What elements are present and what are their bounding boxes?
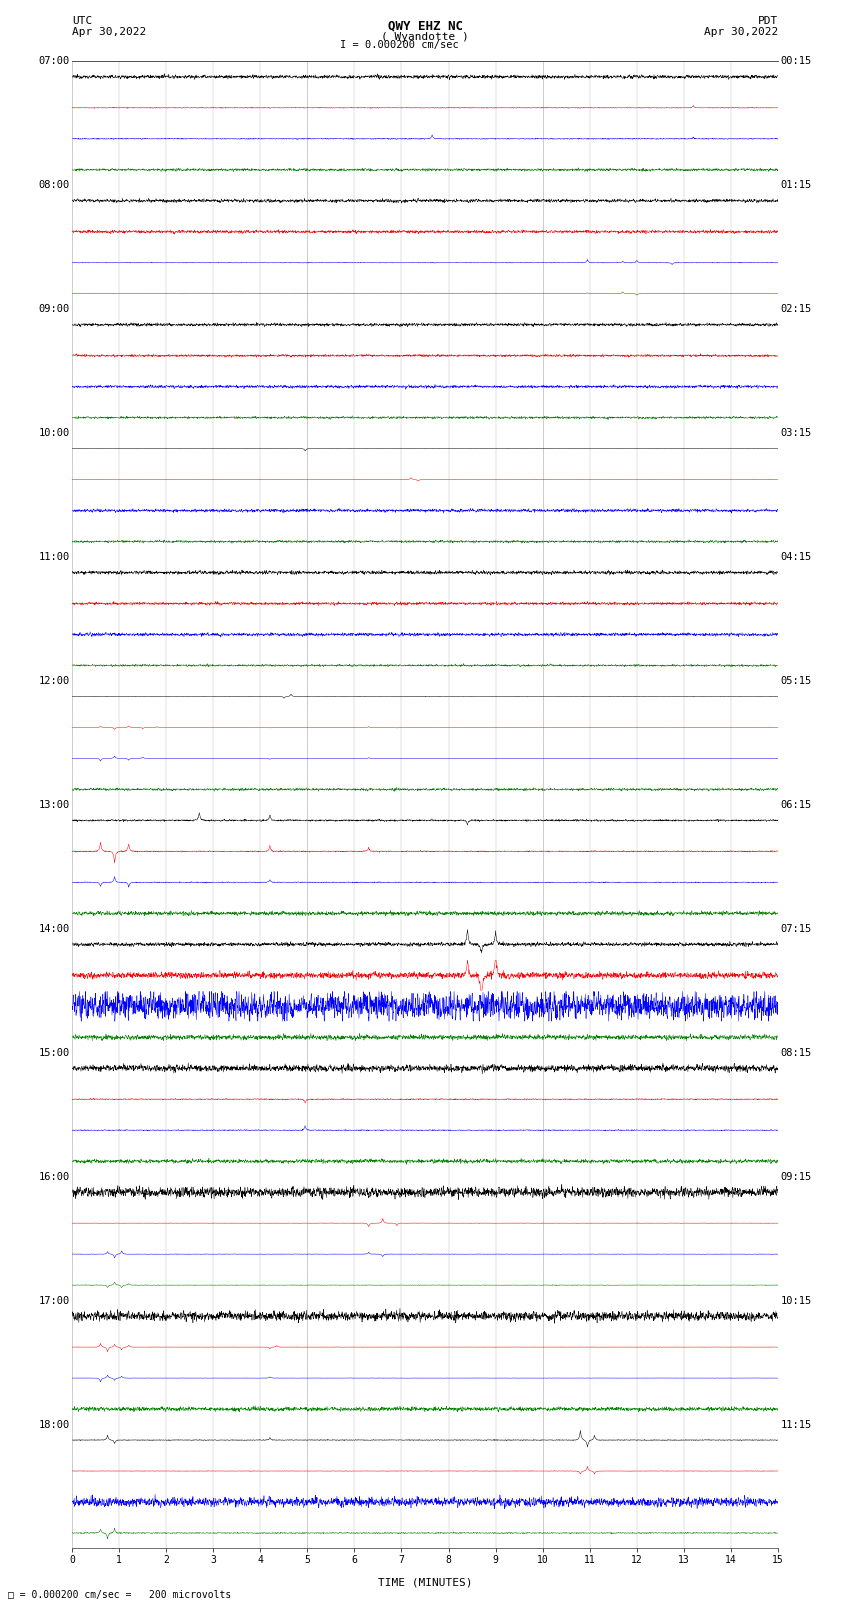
- Text: 05:15: 05:15: [780, 676, 812, 686]
- Text: □ = 0.000200 cm/sec =   200 microvolts: □ = 0.000200 cm/sec = 200 microvolts: [8, 1590, 232, 1600]
- Text: 06:15: 06:15: [780, 800, 812, 810]
- Text: 07:00: 07:00: [38, 56, 70, 66]
- Text: TIME (MINUTES): TIME (MINUTES): [377, 1578, 473, 1587]
- Text: 00:15: 00:15: [780, 56, 812, 66]
- Text: 11:15: 11:15: [780, 1419, 812, 1429]
- Text: ( Wyandotte ): ( Wyandotte ): [381, 32, 469, 42]
- Text: 11:00: 11:00: [38, 552, 70, 561]
- Text: 09:00: 09:00: [38, 305, 70, 315]
- Text: 03:15: 03:15: [780, 427, 812, 439]
- Text: 14:00: 14:00: [38, 924, 70, 934]
- Text: Apr 30,2022: Apr 30,2022: [72, 27, 146, 37]
- Text: 04:15: 04:15: [780, 552, 812, 561]
- Text: Apr 30,2022: Apr 30,2022: [704, 27, 778, 37]
- Text: 09:15: 09:15: [780, 1171, 812, 1182]
- Text: 17:00: 17:00: [38, 1295, 70, 1305]
- Text: 13:00: 13:00: [38, 800, 70, 810]
- Text: 08:15: 08:15: [780, 1048, 812, 1058]
- Text: 08:00: 08:00: [38, 181, 70, 190]
- Text: 07:15: 07:15: [780, 924, 812, 934]
- Text: 02:15: 02:15: [780, 305, 812, 315]
- Text: 15:00: 15:00: [38, 1048, 70, 1058]
- Text: PDT: PDT: [757, 16, 778, 26]
- Text: 12:00: 12:00: [38, 676, 70, 686]
- Text: QWY EHZ NC: QWY EHZ NC: [388, 19, 462, 32]
- Text: I = 0.000200 cm/sec: I = 0.000200 cm/sec: [340, 40, 459, 50]
- Text: 10:15: 10:15: [780, 1295, 812, 1305]
- Text: 10:00: 10:00: [38, 427, 70, 439]
- Text: 16:00: 16:00: [38, 1171, 70, 1182]
- Text: 18:00: 18:00: [38, 1419, 70, 1429]
- Text: 01:15: 01:15: [780, 181, 812, 190]
- Text: UTC: UTC: [72, 16, 93, 26]
